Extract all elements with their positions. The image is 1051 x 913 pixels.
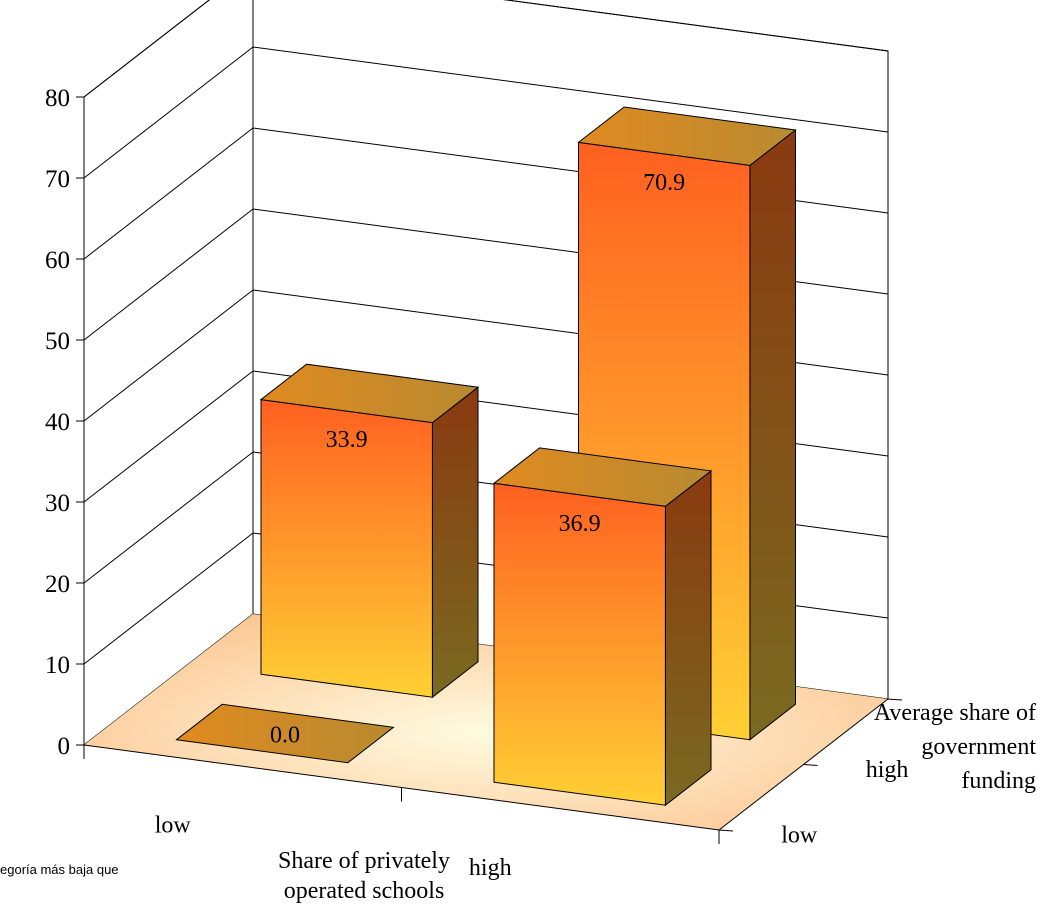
bar: 36.9: [492, 447, 713, 807]
z-axis-title: government: [921, 734, 1036, 760]
y-tick-label: 30: [45, 490, 70, 517]
bars: 33.9 70.9 0.0 36.9: [175, 106, 797, 807]
y-tick-label: 50: [45, 328, 70, 355]
y-tick-label: 40: [45, 409, 70, 436]
y-tick-label: 0: [58, 733, 71, 760]
z-tick: [803, 764, 818, 766]
gridline: [83, 0, 889, 98]
z-tick: [887, 698, 903, 701]
bar-value-label: 33.9: [326, 427, 368, 453]
x-category-label: low: [155, 812, 192, 838]
z-axis-title: Average share of: [874, 700, 1036, 726]
bar: 0.0: [175, 703, 395, 764]
z-category-label: low: [781, 822, 818, 848]
bar-side-face: [431, 386, 479, 699]
x-axis-title: operated schools: [284, 878, 445, 904]
gridline: [83, 46, 889, 179]
z-category-label: high: [866, 757, 909, 783]
y-tick-label: 60: [45, 247, 70, 274]
bar-top-face: [259, 363, 480, 424]
bar-value-label: 36.9: [559, 511, 601, 537]
footnote: egoría más baja que: [0, 862, 119, 877]
z-tick: [718, 829, 734, 832]
bar-value-label: 0.0: [270, 723, 300, 749]
axis-labels: low high Share of privately operated school…: [83, 698, 1036, 904]
y-tick-label: 10: [45, 652, 70, 679]
bar-top-face: [175, 703, 395, 764]
left-wall: [83, 0, 254, 747]
x-category-label: high: [469, 855, 512, 881]
bar-value-label: 70.9: [643, 170, 685, 196]
bar-side-face: [749, 128, 796, 741]
z-axis-title: funding: [961, 768, 1036, 794]
y-tick-label: 20: [45, 571, 70, 598]
bar-side-face: [664, 469, 712, 807]
bar: 33.9: [259, 363, 480, 699]
x-axis-title: Share of privately: [278, 848, 450, 874]
bar-top-face: [577, 106, 797, 166]
y-tick-label: 80: [45, 85, 70, 112]
y-tick-label: 70: [45, 166, 70, 193]
y-axis: 0 10 20 30 40 50 60 70 80: [45, 85, 85, 760]
bar-top-face: [492, 447, 713, 507]
